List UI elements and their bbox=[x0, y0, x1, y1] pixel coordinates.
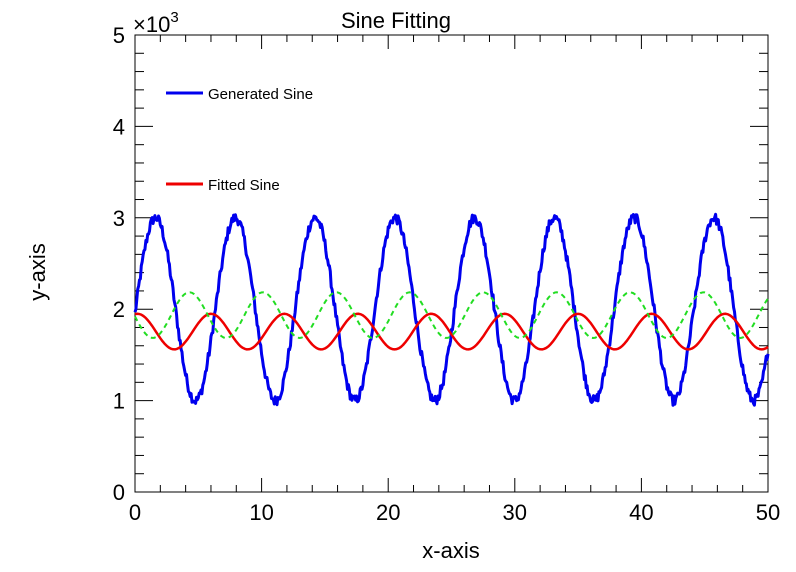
y-tick-label: 5 bbox=[113, 23, 125, 48]
x-tick-label: 50 bbox=[756, 500, 780, 525]
y-axis-multiplier: ×103 bbox=[133, 9, 179, 37]
chart-title: Sine Fitting bbox=[341, 8, 451, 33]
y-tick-label: 3 bbox=[113, 206, 125, 231]
series-line-0 bbox=[133, 212, 770, 407]
series-layer bbox=[133, 212, 770, 407]
x-tick-label: 30 bbox=[503, 500, 527, 525]
x-tick-label: 40 bbox=[629, 500, 653, 525]
x-axis-title: x-axis bbox=[422, 538, 479, 563]
y-axis-title: y-axis bbox=[25, 243, 50, 300]
y-axis-multiplier-exponent: 3 bbox=[170, 9, 178, 26]
y-axis-multiplier-base: ×10 bbox=[133, 12, 170, 37]
y-tick-label: 0 bbox=[113, 480, 125, 505]
y-tick-label: 2 bbox=[113, 297, 125, 322]
y-tick-label: 1 bbox=[113, 389, 125, 414]
axis-ticks: 0 10 20 30 40 50 0 1 2 3 4 5 bbox=[113, 23, 780, 525]
x-tick-label: 0 bbox=[129, 500, 141, 525]
series-line-2 bbox=[134, 291, 769, 339]
legend-label-generated: Generated Sine bbox=[208, 86, 313, 103]
y-tick-label: 4 bbox=[113, 114, 125, 139]
series-line-1 bbox=[134, 312, 769, 351]
plot-frame bbox=[134, 34, 769, 493]
x-tick-label: 10 bbox=[249, 500, 273, 525]
legend: Generated Sine Fitted Sine bbox=[166, 86, 313, 194]
legend-label-fitted: Fitted Sine bbox=[208, 177, 280, 194]
x-tick-label: 20 bbox=[376, 500, 400, 525]
